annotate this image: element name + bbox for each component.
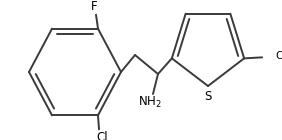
Text: Cl: Cl: [96, 131, 108, 140]
Text: S: S: [204, 89, 212, 102]
Text: F: F: [91, 0, 97, 13]
Text: NH$_2$: NH$_2$: [138, 94, 162, 109]
Text: CH$_3$: CH$_3$: [275, 49, 282, 63]
